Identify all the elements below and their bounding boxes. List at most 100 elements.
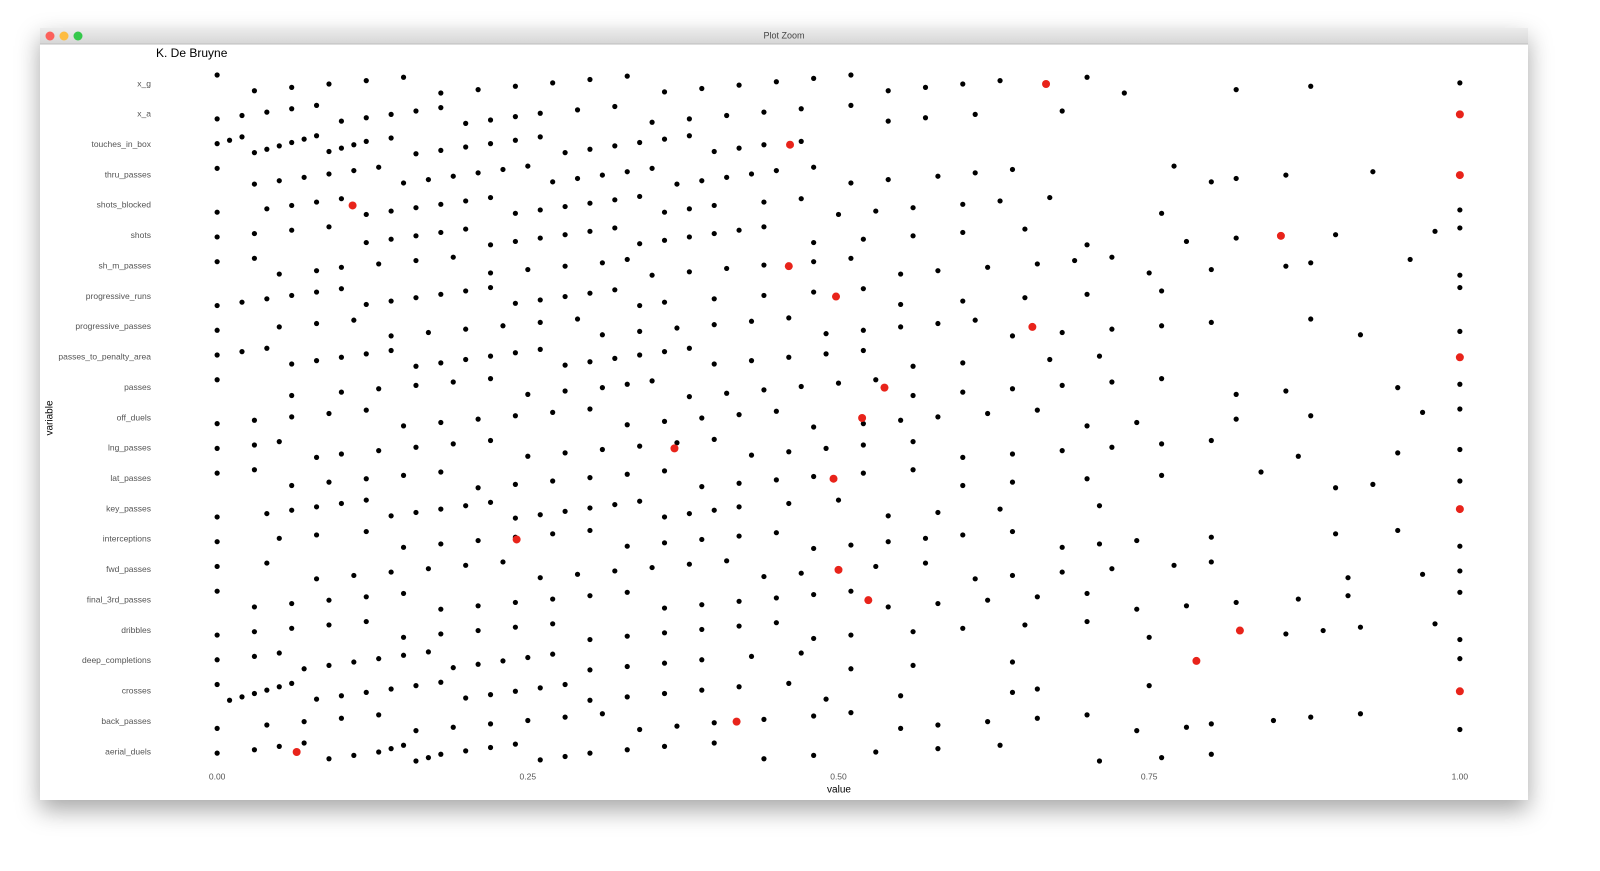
point <box>239 349 245 355</box>
point <box>512 210 518 216</box>
minimize-button[interactable] <box>59 31 69 41</box>
point <box>761 262 767 268</box>
point <box>537 346 543 352</box>
point <box>786 354 792 360</box>
point <box>1059 544 1065 550</box>
y-tick-label: progressive_runs <box>86 291 151 301</box>
point <box>1009 386 1016 392</box>
point <box>637 302 643 309</box>
point <box>736 227 742 233</box>
point <box>748 653 755 660</box>
point <box>972 576 978 582</box>
point <box>1208 751 1214 757</box>
point <box>960 454 966 460</box>
point <box>798 138 804 144</box>
point <box>1159 210 1165 216</box>
point <box>363 138 369 144</box>
point <box>1096 541 1103 547</box>
point <box>985 719 991 725</box>
point <box>1233 416 1239 422</box>
point <box>761 224 767 230</box>
point <box>823 445 829 451</box>
point <box>1034 715 1040 721</box>
y-tick-label: back_passes <box>101 716 151 726</box>
point <box>562 362 568 368</box>
point <box>1009 659 1016 665</box>
point <box>587 697 593 703</box>
point <box>388 513 394 519</box>
point <box>811 75 817 81</box>
point <box>313 504 320 510</box>
point <box>885 118 891 124</box>
point <box>699 602 705 608</box>
point <box>376 749 382 755</box>
point <box>550 651 556 657</box>
point <box>1084 712 1090 718</box>
point <box>264 687 270 693</box>
point <box>1084 423 1090 429</box>
point <box>363 115 369 121</box>
point <box>699 85 705 92</box>
point <box>264 296 270 302</box>
point <box>661 237 668 243</box>
point <box>512 688 518 694</box>
point <box>276 743 282 749</box>
point <box>674 181 680 187</box>
point <box>463 326 469 332</box>
point <box>251 653 258 660</box>
point <box>475 537 481 544</box>
point <box>724 174 730 180</box>
point <box>985 597 991 603</box>
point <box>475 661 481 667</box>
point <box>761 199 767 205</box>
point <box>301 666 307 672</box>
plot-area: 0.00 0.25 0.50 0.75 1.00 x_g x_a touches_in_box… <box>58 72 1468 781</box>
point <box>363 528 369 535</box>
point <box>525 266 531 273</box>
point <box>289 625 295 631</box>
point <box>363 239 369 246</box>
point <box>438 419 444 426</box>
point <box>674 325 680 331</box>
point <box>550 596 556 602</box>
point <box>264 510 270 517</box>
point <box>512 114 518 120</box>
point <box>512 515 518 521</box>
point <box>1308 714 1314 720</box>
point <box>910 205 916 211</box>
point <box>338 145 345 151</box>
point <box>251 181 258 187</box>
highlight-point <box>512 535 521 544</box>
point <box>587 359 593 365</box>
point <box>301 740 307 746</box>
x-tick-label: 0.50 <box>830 771 847 781</box>
close-button[interactable] <box>45 31 55 41</box>
point <box>264 722 270 728</box>
point <box>326 662 332 669</box>
point <box>624 256 630 263</box>
point <box>264 345 270 351</box>
point <box>264 146 270 152</box>
point <box>1457 406 1463 412</box>
highlight-point <box>670 444 679 453</box>
point <box>972 317 978 323</box>
point <box>413 509 419 516</box>
point <box>313 199 320 205</box>
point <box>873 377 879 383</box>
point <box>736 504 742 510</box>
y-tick-label: interceptions <box>103 534 151 544</box>
point <box>786 315 792 321</box>
point <box>935 722 941 728</box>
point <box>413 382 419 388</box>
point <box>251 150 258 156</box>
point <box>214 681 220 688</box>
zoom-button[interactable] <box>73 31 83 41</box>
point <box>413 683 419 689</box>
point <box>512 300 518 306</box>
point <box>512 741 518 747</box>
point <box>289 84 295 90</box>
point <box>1457 478 1463 484</box>
point <box>450 724 456 730</box>
point <box>1034 686 1040 692</box>
point <box>463 288 469 294</box>
